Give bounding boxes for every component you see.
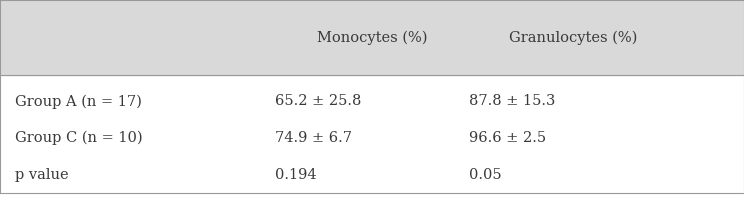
Text: 0.194: 0.194 bbox=[275, 168, 317, 182]
Text: 96.6 ± 2.5: 96.6 ± 2.5 bbox=[469, 131, 546, 145]
Text: Group A (n = 17): Group A (n = 17) bbox=[15, 94, 142, 109]
Bar bbox=[0, 0, 744, 75]
Text: 74.9 ± 6.7: 74.9 ± 6.7 bbox=[275, 131, 352, 145]
Text: p value: p value bbox=[15, 168, 68, 182]
Text: Monocytes (%): Monocytes (%) bbox=[317, 30, 427, 45]
Text: Granulocytes (%): Granulocytes (%) bbox=[509, 30, 637, 45]
Text: 65.2 ± 25.8: 65.2 ± 25.8 bbox=[275, 94, 362, 109]
Text: 87.8 ± 15.3: 87.8 ± 15.3 bbox=[469, 94, 555, 109]
Text: Group C (n = 10): Group C (n = 10) bbox=[15, 131, 143, 145]
Text: 0.05: 0.05 bbox=[469, 168, 501, 182]
